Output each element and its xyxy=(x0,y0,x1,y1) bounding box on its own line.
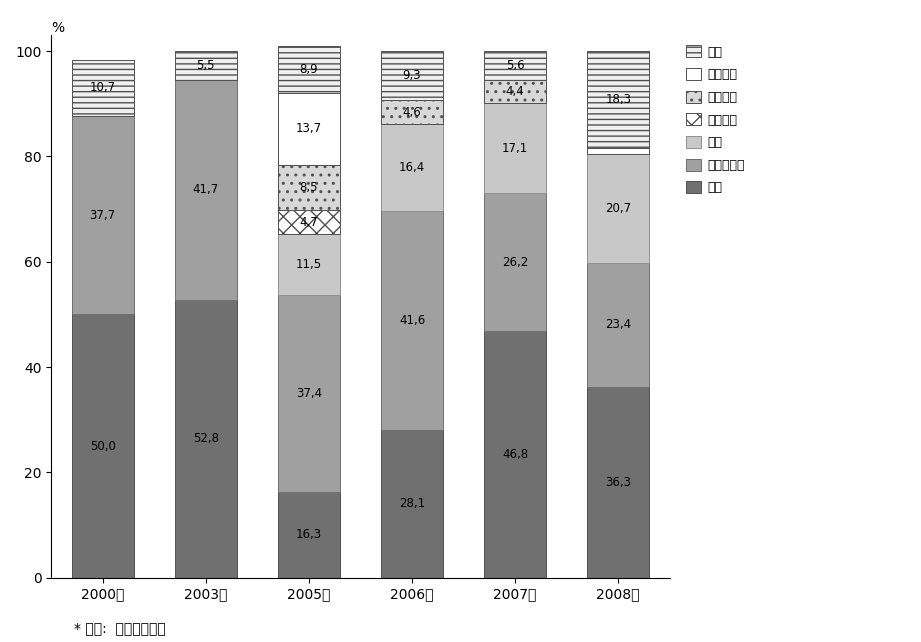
Text: 41,7: 41,7 xyxy=(192,184,219,196)
Bar xyxy=(278,210,340,234)
Text: 8,5: 8,5 xyxy=(299,181,318,194)
Text: 26,2: 26,2 xyxy=(502,256,529,269)
Text: 4,7: 4,7 xyxy=(299,216,319,229)
Bar xyxy=(588,386,649,578)
Text: 5,5: 5,5 xyxy=(196,59,215,72)
Bar xyxy=(278,234,340,295)
Text: 16,4: 16,4 xyxy=(399,161,426,174)
Text: 16,3: 16,3 xyxy=(296,528,322,541)
Text: 46,8: 46,8 xyxy=(502,448,528,461)
Text: 17,1: 17,1 xyxy=(502,142,529,155)
Text: 23,4: 23,4 xyxy=(605,318,631,331)
Bar xyxy=(72,315,134,578)
Bar xyxy=(175,300,237,578)
Bar xyxy=(588,263,649,386)
Bar xyxy=(381,125,443,211)
Bar xyxy=(484,80,546,103)
Text: 9,3: 9,3 xyxy=(402,69,421,82)
Text: 41,6: 41,6 xyxy=(399,314,426,327)
Text: 10,7: 10,7 xyxy=(89,82,116,94)
Bar xyxy=(381,100,443,125)
Bar xyxy=(381,429,443,578)
Bar xyxy=(278,492,340,578)
Bar xyxy=(588,51,649,148)
Bar xyxy=(72,116,134,315)
Bar xyxy=(484,51,546,80)
Text: 28,1: 28,1 xyxy=(399,497,426,510)
Text: 8,9: 8,9 xyxy=(299,63,318,76)
Text: 11,5: 11,5 xyxy=(296,258,322,271)
Bar xyxy=(72,60,134,116)
Bar xyxy=(278,93,340,165)
Text: 37,4: 37,4 xyxy=(296,387,322,400)
Bar xyxy=(278,46,340,93)
Bar xyxy=(175,80,237,300)
Bar xyxy=(588,148,649,154)
Text: 20,7: 20,7 xyxy=(605,202,631,215)
Text: 52,8: 52,8 xyxy=(192,432,219,445)
Bar xyxy=(484,331,546,578)
Text: 13,7: 13,7 xyxy=(296,123,322,135)
Bar xyxy=(484,103,546,193)
Text: 5,6: 5,6 xyxy=(506,59,524,72)
Text: * 자료:  한국무역협회: * 자료: 한국무역협회 xyxy=(74,621,166,636)
Bar xyxy=(278,165,340,210)
Text: 18,3: 18,3 xyxy=(605,93,631,106)
Bar xyxy=(175,51,237,80)
Bar xyxy=(381,51,443,100)
Text: 36,3: 36,3 xyxy=(605,476,631,489)
Text: 37,7: 37,7 xyxy=(89,209,116,221)
Legend: 기타, 그루지아, 루마니아, 노르웨이, 인도, 우크라이나, 중국: 기타, 그루지아, 루마니아, 노르웨이, 인도, 우크라이나, 중국 xyxy=(682,42,749,198)
Text: 4,4: 4,4 xyxy=(506,85,524,98)
Text: 50,0: 50,0 xyxy=(89,440,116,453)
Bar xyxy=(278,295,340,492)
Bar xyxy=(588,154,649,263)
Bar xyxy=(381,211,443,429)
Text: 4,6: 4,6 xyxy=(402,106,422,119)
Bar xyxy=(484,193,546,331)
Text: %: % xyxy=(51,21,64,35)
